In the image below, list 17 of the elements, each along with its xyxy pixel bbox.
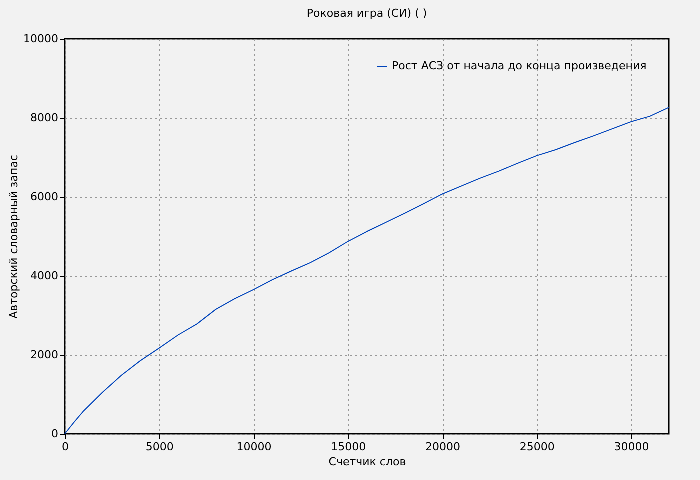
chart-title: Роковая игра (СИ) ( ) bbox=[306, 7, 428, 20]
y-tick-label: 0 bbox=[52, 428, 58, 440]
y-tick-label: 6000 bbox=[30, 190, 58, 204]
x-tick-label: 5000 bbox=[146, 440, 174, 454]
x-tick-label: 30000 bbox=[614, 440, 650, 454]
x-tick-label: 25000 bbox=[520, 440, 555, 454]
y-tick-label: 8000 bbox=[30, 112, 58, 124]
y-axis-title: Авторский словарный запас bbox=[8, 155, 21, 319]
x-tick-label: 0 bbox=[62, 440, 69, 454]
x-tick-label: 20000 bbox=[426, 440, 460, 454]
x-axis-title: Счетчик слов bbox=[328, 456, 406, 468]
y-tick-label: 10000 bbox=[24, 32, 58, 46]
y-tick-label: 4000 bbox=[30, 270, 58, 282]
x-tick-label: 15000 bbox=[331, 440, 366, 454]
x-tick-label: 10000 bbox=[236, 440, 272, 454]
y-tick-label: 2000 bbox=[30, 348, 58, 362]
legend-label: Рост АСЗ от начала до конца произведения bbox=[392, 60, 647, 72]
